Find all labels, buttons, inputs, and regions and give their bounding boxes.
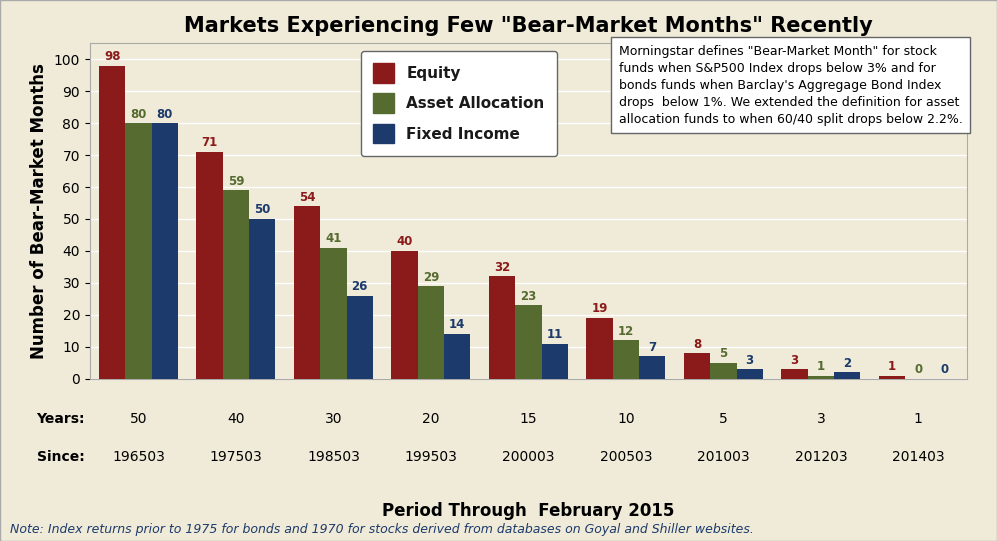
Text: 3: 3 bbox=[791, 354, 799, 367]
Text: 98: 98 bbox=[104, 50, 121, 63]
Text: 50: 50 bbox=[130, 412, 148, 426]
Text: 201003: 201003 bbox=[697, 450, 750, 464]
Text: 19: 19 bbox=[591, 302, 608, 315]
Bar bbox=[392, 251, 418, 379]
Text: 20: 20 bbox=[422, 412, 440, 426]
Text: 0: 0 bbox=[940, 363, 949, 376]
Text: Years:: Years: bbox=[36, 412, 85, 426]
Bar bbox=[489, 276, 515, 379]
Text: Period Through  February 2015: Period Through February 2015 bbox=[382, 502, 675, 520]
Bar bbox=[639, 357, 665, 379]
Bar bbox=[613, 340, 639, 379]
Text: 41: 41 bbox=[325, 232, 342, 245]
Text: 201203: 201203 bbox=[795, 450, 847, 464]
Text: 198503: 198503 bbox=[307, 450, 360, 464]
Text: 80: 80 bbox=[157, 108, 173, 121]
Text: 15: 15 bbox=[519, 412, 537, 426]
Text: 50: 50 bbox=[254, 203, 270, 216]
Text: 32: 32 bbox=[494, 261, 510, 274]
Text: 2: 2 bbox=[843, 357, 851, 370]
Text: 200003: 200003 bbox=[502, 450, 554, 464]
Text: 26: 26 bbox=[352, 280, 368, 293]
Text: 8: 8 bbox=[693, 338, 701, 351]
Bar bbox=[222, 190, 249, 379]
Text: Since:: Since: bbox=[37, 450, 85, 464]
Text: 7: 7 bbox=[648, 341, 656, 354]
Bar bbox=[294, 206, 320, 379]
Text: 3: 3 bbox=[746, 354, 754, 367]
Bar bbox=[879, 375, 905, 379]
Bar bbox=[249, 219, 275, 379]
Bar bbox=[834, 372, 860, 379]
Text: 197503: 197503 bbox=[209, 450, 262, 464]
Bar bbox=[541, 344, 568, 379]
Text: 54: 54 bbox=[299, 190, 315, 203]
Y-axis label: Number of Bear-Market Months: Number of Bear-Market Months bbox=[30, 63, 48, 359]
Bar bbox=[320, 248, 347, 379]
Text: 5: 5 bbox=[719, 412, 728, 426]
Bar bbox=[444, 334, 471, 379]
Bar bbox=[347, 295, 373, 379]
Bar bbox=[710, 362, 737, 379]
Text: 10: 10 bbox=[617, 412, 635, 426]
Text: Morningstar defines "Bear-Market Month" for stock
funds when S&P500 Index drops : Morningstar defines "Bear-Market Month" … bbox=[619, 45, 963, 126]
Text: 0: 0 bbox=[914, 363, 922, 376]
Bar bbox=[782, 369, 808, 379]
Text: 30: 30 bbox=[325, 412, 342, 426]
Text: 80: 80 bbox=[131, 108, 147, 121]
Bar bbox=[418, 286, 444, 379]
Bar bbox=[515, 305, 541, 379]
Text: 40: 40 bbox=[397, 235, 413, 248]
Bar bbox=[126, 123, 152, 379]
Text: 14: 14 bbox=[449, 319, 466, 332]
Bar bbox=[152, 123, 177, 379]
Text: 23: 23 bbox=[520, 289, 536, 302]
Text: 199503: 199503 bbox=[405, 450, 458, 464]
Bar bbox=[196, 152, 222, 379]
Text: 1: 1 bbox=[817, 360, 825, 373]
Bar bbox=[808, 375, 834, 379]
Bar bbox=[684, 353, 710, 379]
Text: 59: 59 bbox=[227, 175, 244, 188]
Text: 29: 29 bbox=[423, 270, 439, 283]
Text: 201403: 201403 bbox=[892, 450, 945, 464]
Bar bbox=[586, 318, 613, 379]
Text: 200503: 200503 bbox=[599, 450, 652, 464]
Text: 1: 1 bbox=[914, 412, 923, 426]
Text: 11: 11 bbox=[546, 328, 563, 341]
Legend: Equity, Asset Allocation, Fixed Income: Equity, Asset Allocation, Fixed Income bbox=[361, 51, 557, 156]
Text: 5: 5 bbox=[719, 347, 728, 360]
Bar bbox=[99, 65, 126, 379]
Text: 1: 1 bbox=[888, 360, 896, 373]
Text: 40: 40 bbox=[227, 412, 244, 426]
Text: 196503: 196503 bbox=[112, 450, 165, 464]
Text: Note: Index returns prior to 1975 for bonds and 1970 for stocks derived from dat: Note: Index returns prior to 1975 for bo… bbox=[10, 523, 754, 536]
Text: 71: 71 bbox=[201, 136, 217, 149]
Title: Markets Experiencing Few "Bear-Market Months" Recently: Markets Experiencing Few "Bear-Market Mo… bbox=[184, 16, 872, 36]
Text: 12: 12 bbox=[618, 325, 634, 338]
Bar bbox=[737, 369, 763, 379]
Text: 3: 3 bbox=[817, 412, 826, 426]
